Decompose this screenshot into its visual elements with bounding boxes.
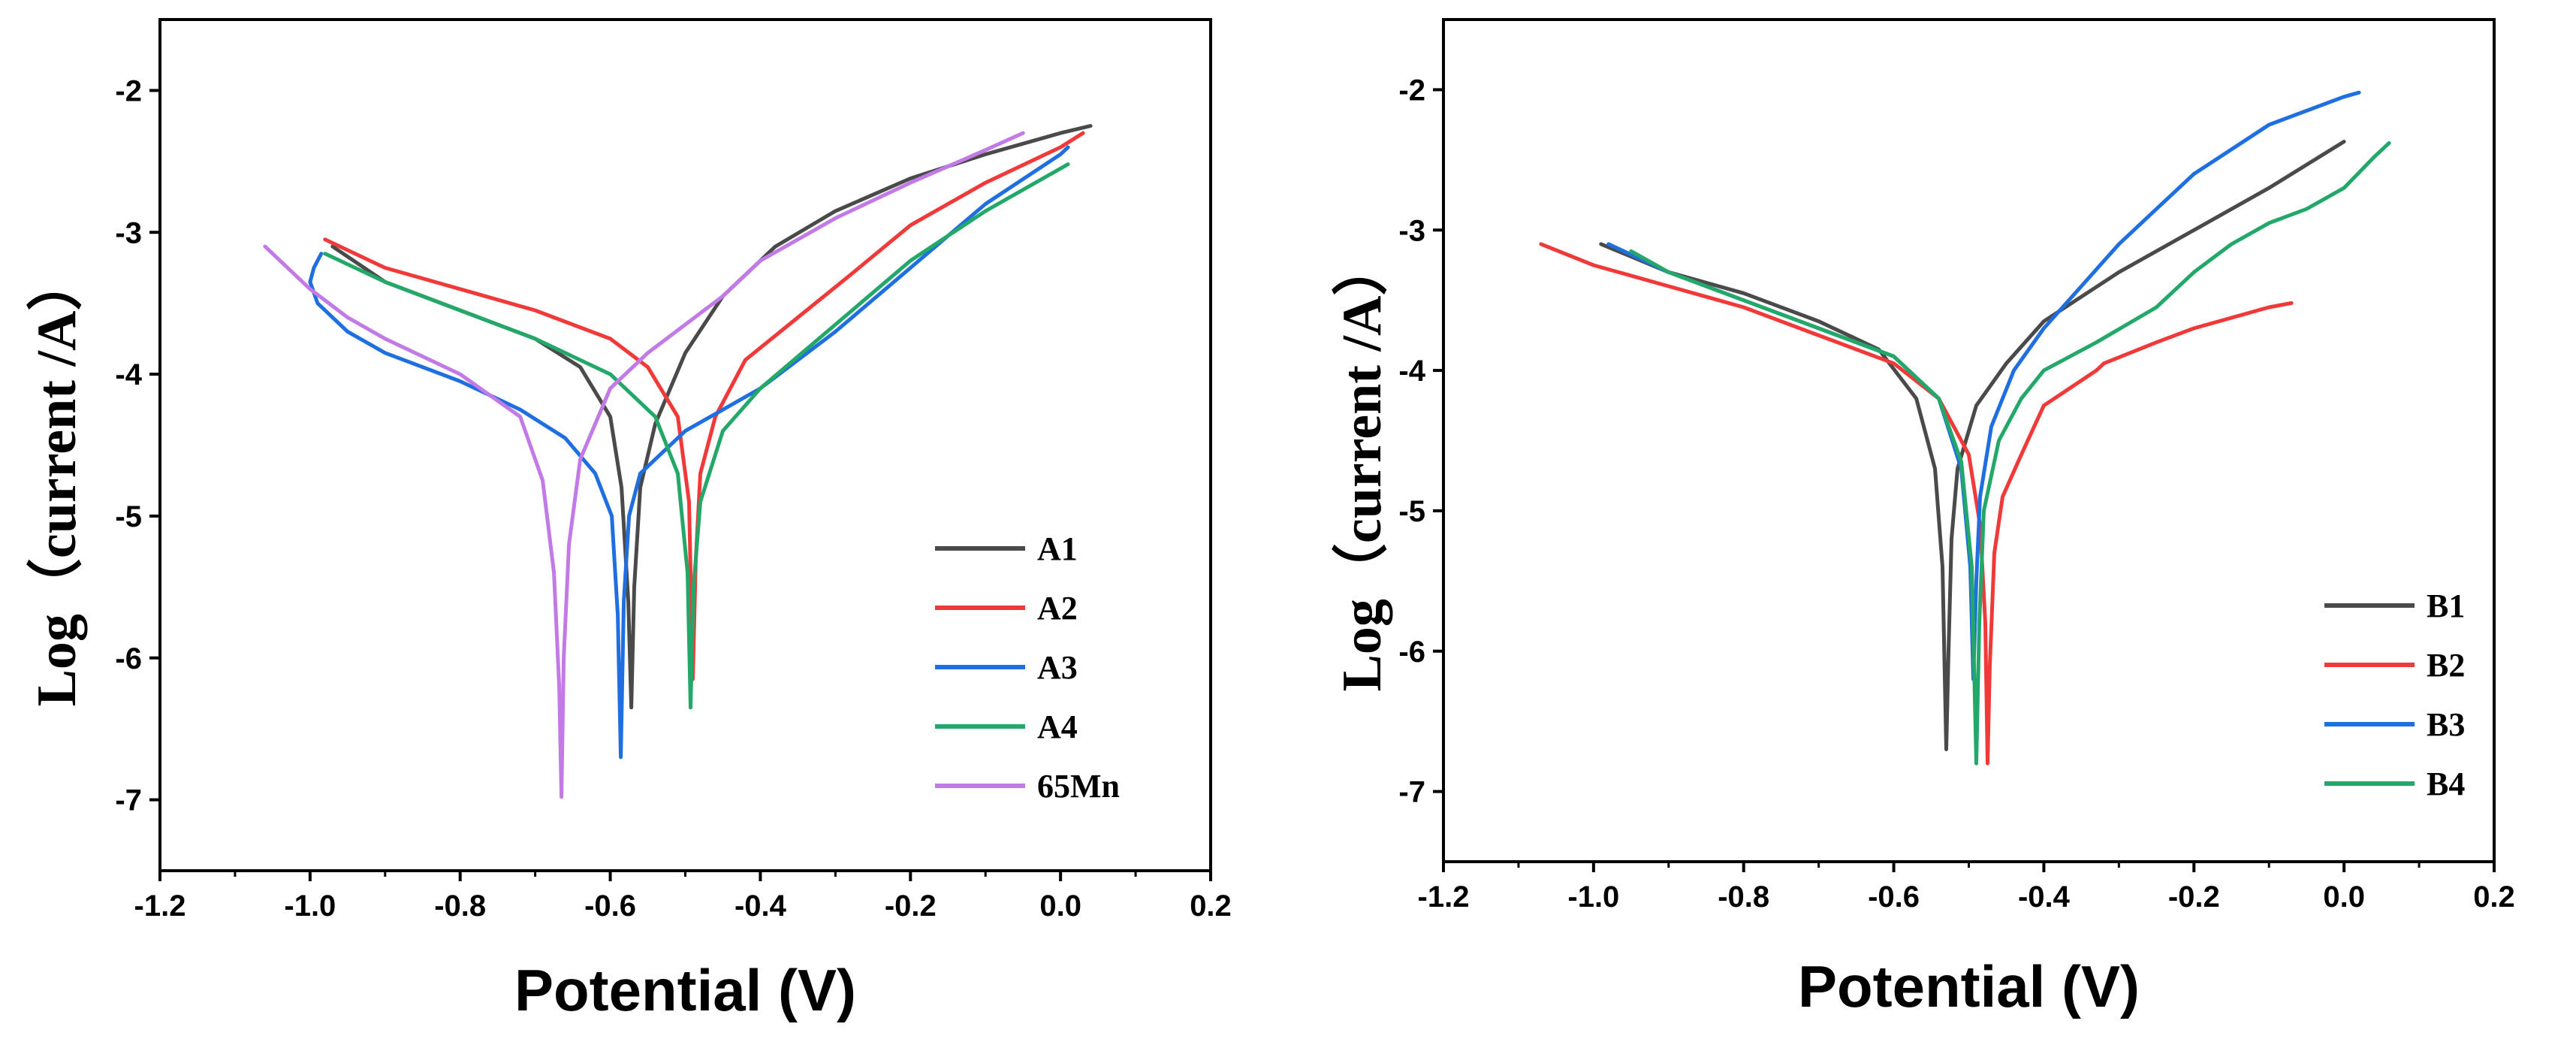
- y-tick-label: -2: [115, 74, 142, 107]
- x-tick-label: -0.2: [885, 889, 937, 923]
- chart-panel-a: -1.2 -1.0 -0.8 -0.6 -0.4 -0.2 0.0 0.2 -7 -6 -5 -4 -3…: [26, 18, 1232, 1023]
- x-tick-label: -0.6: [1868, 880, 1920, 914]
- y-tick-label: -4: [1398, 355, 1425, 388]
- x-tick-label: 0.0: [2323, 880, 2365, 914]
- series-line-a2: [323, 131, 1085, 681]
- y-tick-label: -2: [1398, 74, 1425, 107]
- legend-label-a4: A4: [1037, 708, 1078, 745]
- y-tick-label: -3: [115, 216, 142, 249]
- series-line-65mn: [263, 131, 1025, 799]
- x-tick-label: -1.2: [134, 889, 186, 923]
- x-tick-label: 0.2: [2473, 880, 2515, 914]
- y-axis-label: Log（current /A）: [1332, 240, 1393, 692]
- x-tick-label: -0.6: [584, 889, 636, 923]
- x-tick-label: -0.8: [434, 889, 486, 923]
- y-tick-label: -3: [1398, 214, 1425, 247]
- x-tick-label: 0.2: [1190, 889, 1232, 923]
- legend-label-a1: A1: [1037, 530, 1078, 567]
- x-tick-label: -0.4: [2018, 880, 2071, 914]
- x-axis-label: Potential (V): [1798, 953, 2140, 1019]
- legend-label-a3: A3: [1037, 649, 1078, 686]
- x-axis-label: Potential (V): [514, 957, 856, 1023]
- legend-label-b4: B4: [2427, 766, 2465, 802]
- series-line-a4: [323, 162, 1070, 710]
- y-tick-label: -4: [115, 358, 142, 391]
- legend-label-65mn: 65Mn: [1037, 768, 1120, 805]
- x-tick-label: -0.4: [734, 889, 787, 923]
- x-tick-label: -1.0: [284, 889, 336, 923]
- x-tick-label: -1.0: [1567, 880, 1619, 914]
- y-tick-label: -5: [115, 500, 142, 533]
- y-tick-label: -6: [1398, 636, 1425, 669]
- series-line-a3: [308, 145, 1070, 760]
- legend-label-a2: A2: [1037, 590, 1078, 627]
- x-tick-label: -0.8: [1718, 880, 1769, 914]
- x-tick-label: 0.0: [1039, 889, 1081, 923]
- legend-label-b1: B1: [2427, 587, 2465, 624]
- x-tick-label: -0.2: [2168, 880, 2220, 914]
- series-line-b2: [1539, 242, 2294, 766]
- y-tick-label: -6: [115, 642, 142, 675]
- legend-label-b2: B2: [2427, 647, 2465, 684]
- y-tick-label: -7: [115, 784, 142, 817]
- y-tick-label: -7: [1398, 776, 1425, 809]
- y-tick-label: -5: [1398, 495, 1425, 528]
- series-line-b4: [1629, 140, 2391, 766]
- series-line-b1: [1599, 140, 2346, 751]
- legend-label-b3: B3: [2427, 706, 2465, 743]
- x-tick-label: -1.2: [1418, 880, 1470, 914]
- y-axis-label: Log（current /A）: [26, 255, 88, 707]
- chart-panel-b: -1.2 -1.0 -0.8 -0.6 -0.4 -0.2 0.0 0.2 -7 -6 -5 -4 -3…: [1332, 18, 2515, 1019]
